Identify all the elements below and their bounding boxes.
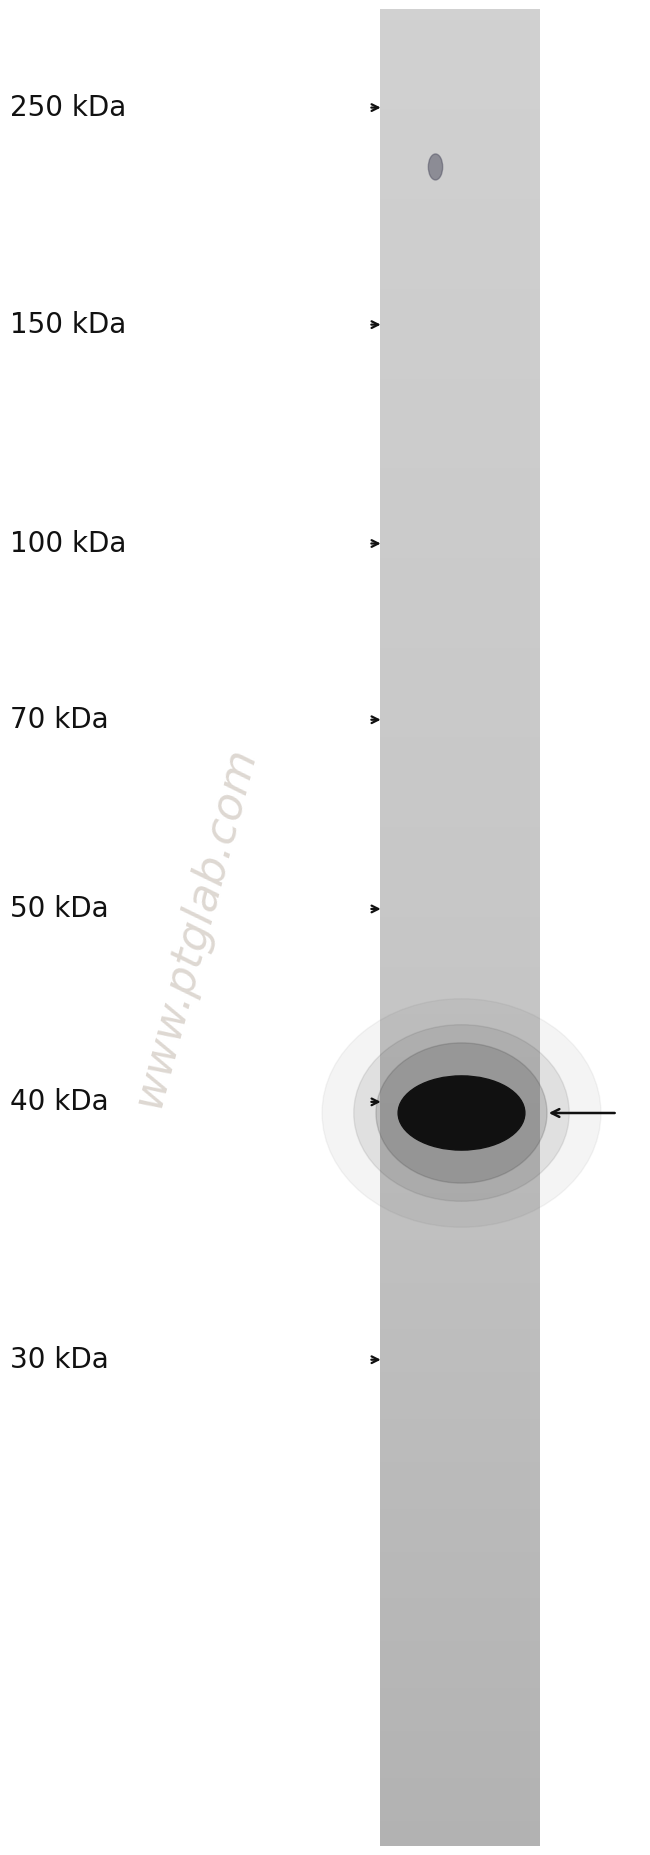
Text: www.ptglab.com: www.ptglab.com xyxy=(126,742,264,1113)
Text: 40 kDa: 40 kDa xyxy=(10,1087,109,1117)
Ellipse shape xyxy=(322,998,601,1228)
Ellipse shape xyxy=(354,1024,569,1202)
Text: 50 kDa: 50 kDa xyxy=(10,894,109,924)
Ellipse shape xyxy=(428,154,443,180)
Text: 100 kDa: 100 kDa xyxy=(10,529,126,558)
Text: 150 kDa: 150 kDa xyxy=(10,310,126,339)
Ellipse shape xyxy=(376,1043,547,1183)
Text: 70 kDa: 70 kDa xyxy=(10,705,109,735)
Ellipse shape xyxy=(398,1076,525,1150)
Text: 30 kDa: 30 kDa xyxy=(10,1345,109,1375)
Text: 250 kDa: 250 kDa xyxy=(10,93,126,122)
